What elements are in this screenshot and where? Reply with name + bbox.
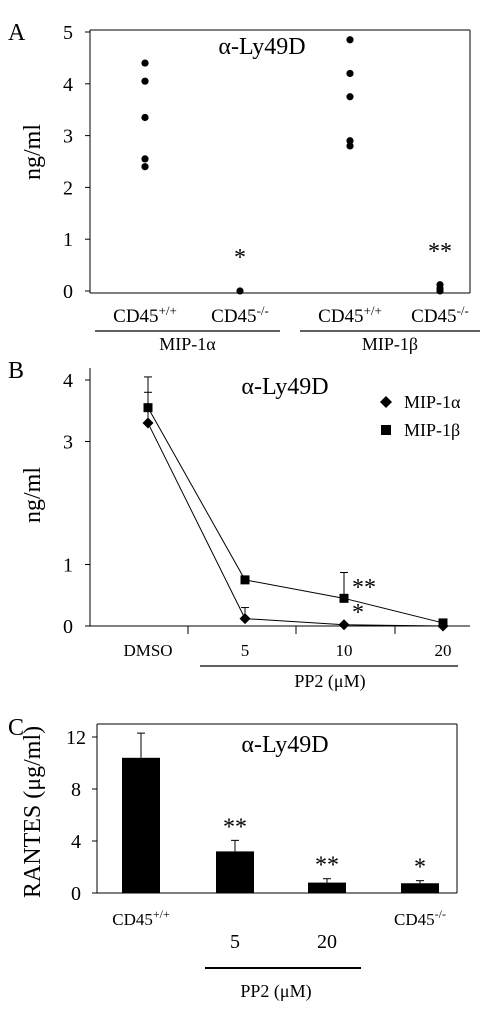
significance-marker: ** bbox=[223, 814, 247, 840]
x-category-label: 5 bbox=[241, 641, 250, 660]
x-category-label: 20 bbox=[435, 641, 452, 660]
data-point bbox=[141, 155, 149, 163]
y-axis-label: ng/ml bbox=[20, 467, 46, 523]
data-point bbox=[338, 619, 350, 631]
y-tick-label: 5 bbox=[63, 22, 73, 44]
bar bbox=[122, 757, 160, 893]
chart-title: α-Ly49D bbox=[218, 34, 305, 60]
x-category-label: 5 bbox=[230, 931, 240, 953]
group-label: PP2 (μM) bbox=[294, 671, 365, 692]
y-tick-label: 1 bbox=[63, 229, 73, 251]
legend-entry: MIP-1β bbox=[404, 420, 460, 440]
category-label-sup: -/- bbox=[457, 303, 469, 318]
bar bbox=[401, 883, 439, 893]
data-point bbox=[141, 163, 149, 171]
data-point bbox=[142, 417, 154, 429]
data-point bbox=[438, 618, 448, 628]
y-axis-label: RANTES (μg/ml) bbox=[20, 726, 46, 898]
data-point bbox=[346, 137, 354, 145]
data-point bbox=[240, 575, 250, 585]
category-label-text: CD45 bbox=[394, 910, 435, 929]
data-point bbox=[141, 59, 149, 67]
category-label-sup: +/+ bbox=[153, 907, 170, 921]
category-label-text: 5 bbox=[230, 931, 240, 953]
y-tick-label: 0 bbox=[71, 883, 81, 905]
y-tick-label: 4 bbox=[63, 74, 73, 96]
data-point bbox=[239, 613, 251, 625]
x-category-label: CD45-/- bbox=[211, 303, 269, 327]
x-category-label: CD45+/+ bbox=[112, 907, 170, 929]
data-point bbox=[436, 287, 444, 295]
bar bbox=[216, 851, 254, 893]
significance-marker: ** bbox=[315, 853, 339, 879]
y-tick-label: 0 bbox=[63, 281, 73, 303]
y-tick-label: 2 bbox=[63, 177, 73, 199]
y-tick-label: 12 bbox=[66, 727, 86, 749]
category-label-text: CD45 bbox=[318, 306, 363, 327]
significance-marker: ** bbox=[352, 575, 376, 601]
panel-label-a: A bbox=[8, 20, 26, 46]
significance-marker: * bbox=[352, 600, 364, 626]
x-category-label: CD45-/- bbox=[394, 907, 446, 929]
y-tick-label: 8 bbox=[71, 779, 81, 801]
category-label-text: CD45 bbox=[211, 306, 256, 327]
group-label: PP2 (μM) bbox=[240, 981, 311, 1002]
legend-marker bbox=[381, 425, 391, 435]
x-category-label: CD45-/- bbox=[411, 303, 469, 327]
data-point bbox=[236, 287, 244, 295]
data-point bbox=[346, 69, 354, 78]
x-category-label: 20 bbox=[317, 931, 337, 953]
x-category-label: CD45+/+ bbox=[113, 303, 177, 327]
significance-marker: * bbox=[414, 855, 426, 881]
data-point bbox=[143, 403, 153, 413]
data-point bbox=[346, 93, 354, 101]
y-tick-label: 3 bbox=[63, 432, 73, 454]
x-category-label: DMSO bbox=[123, 641, 172, 660]
legend-entry: MIP-1α bbox=[404, 392, 461, 412]
panel-label-b: B bbox=[8, 358, 24, 384]
y-axis-label: ng/ml bbox=[20, 124, 46, 180]
group-label: MIP-1β bbox=[362, 334, 418, 354]
significance-marker: ** bbox=[428, 239, 452, 265]
bar bbox=[308, 882, 346, 893]
category-label-text: CD45 bbox=[411, 306, 456, 327]
y-tick-label: 1 bbox=[63, 555, 73, 577]
chart-title: α-Ly49D bbox=[241, 732, 328, 758]
category-label-sup: -/- bbox=[257, 303, 269, 318]
data-point bbox=[141, 113, 149, 122]
category-label-text: CD45 bbox=[113, 306, 158, 327]
x-category-label: 10 bbox=[336, 641, 353, 660]
x-category-label: CD45+/+ bbox=[318, 303, 382, 327]
y-tick-label: 4 bbox=[71, 831, 81, 853]
data-point bbox=[339, 593, 349, 603]
significance-marker: * bbox=[234, 245, 246, 271]
legend-marker bbox=[380, 396, 392, 408]
series-line bbox=[147, 422, 444, 627]
panel-b: B 0 1 3 4 ng/ml α-Ly49D DMSO 5 10 20 PP2 (μM) * MIP-1… bbox=[8, 358, 470, 692]
category-label-sup: +/+ bbox=[364, 303, 382, 318]
panel-label-c: C bbox=[8, 715, 24, 741]
y-tick-label: 4 bbox=[63, 370, 73, 392]
y-tick-label: 3 bbox=[63, 126, 73, 148]
chart-title: α-Ly49D bbox=[241, 374, 328, 400]
data-point bbox=[346, 36, 354, 44]
category-label-sup: +/+ bbox=[159, 303, 177, 318]
group-label: MIP-1α bbox=[159, 334, 216, 354]
data-point bbox=[141, 77, 149, 85]
series-line bbox=[147, 407, 444, 624]
y-tick-label: 0 bbox=[63, 616, 73, 638]
category-label-text: 20 bbox=[317, 931, 337, 953]
data-point bbox=[346, 142, 354, 150]
category-label-sup: -/- bbox=[435, 907, 446, 921]
category-label-text: CD45 bbox=[112, 910, 153, 929]
